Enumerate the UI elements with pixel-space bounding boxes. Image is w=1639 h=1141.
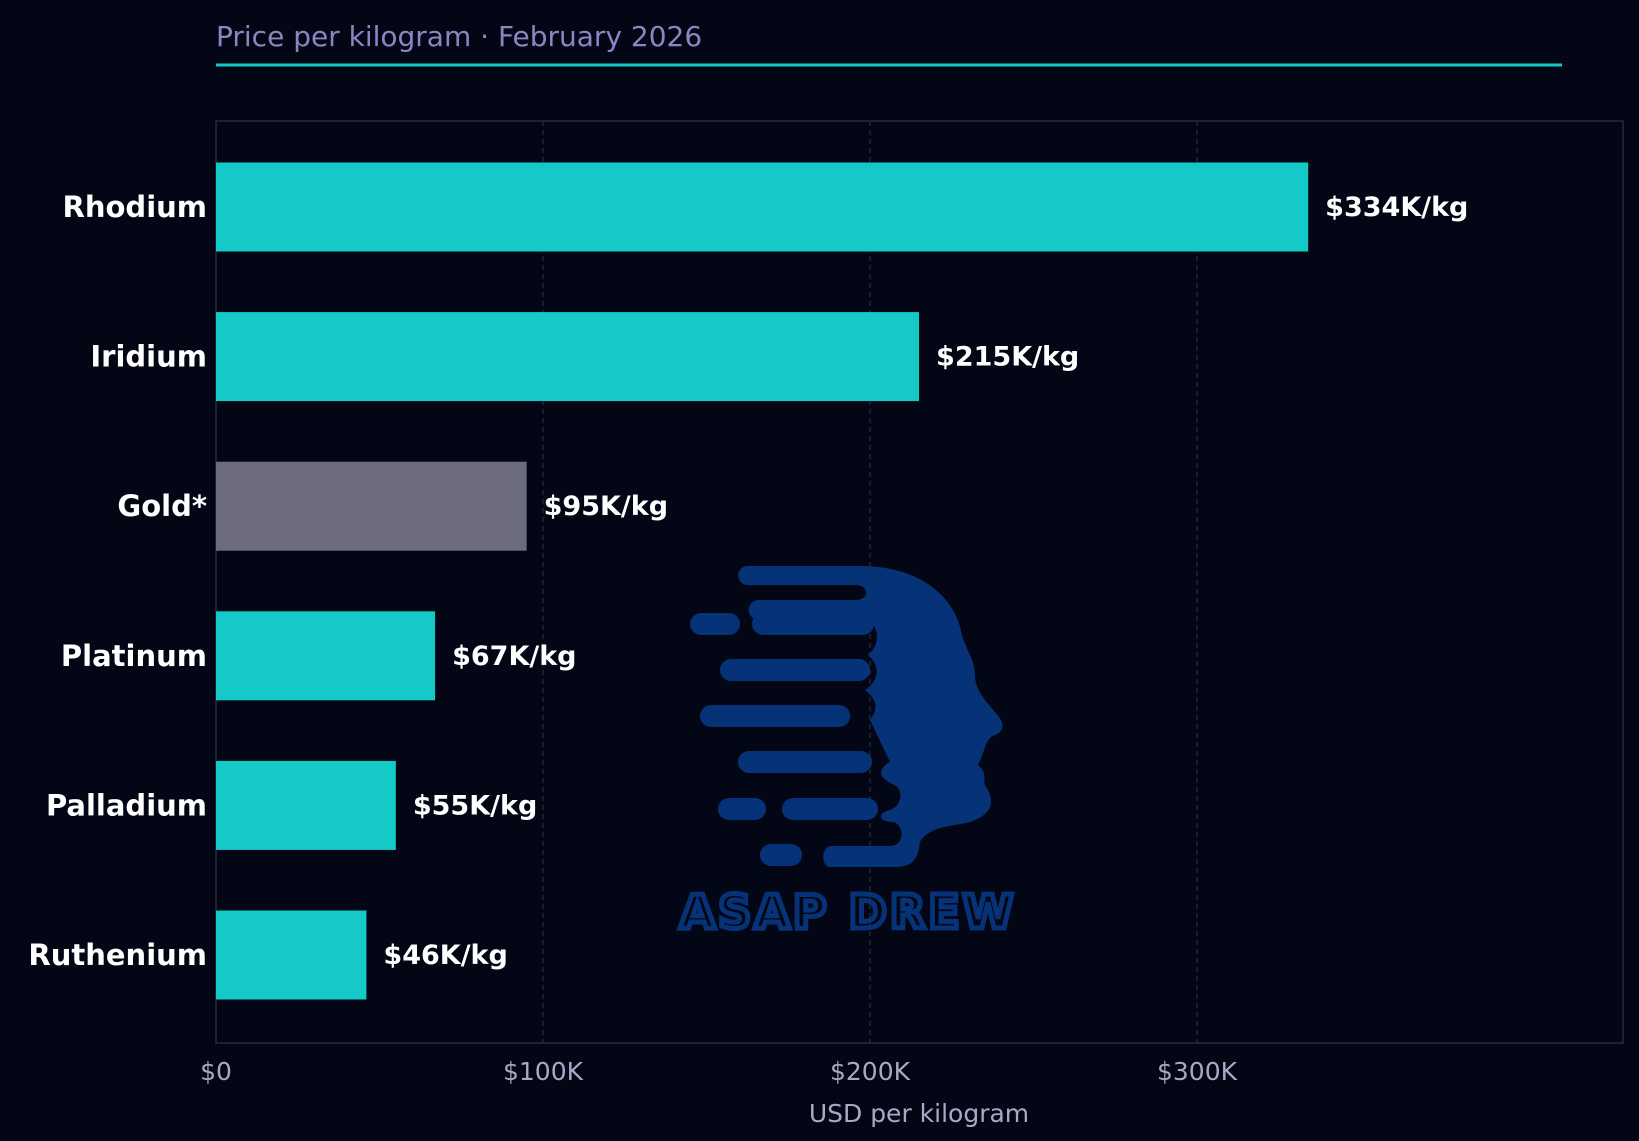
value-label: $67K/kg — [452, 641, 576, 672]
chart-title: Price per kilogram · February 2026 — [216, 20, 702, 53]
watermark-logo: ASAP DREW — [677, 566, 1017, 942]
bar — [216, 611, 436, 701]
x-tick-label: $300K — [1157, 1057, 1238, 1086]
x-tick-label: $100K — [503, 1057, 584, 1086]
x-axis-ticks: $0 $100K $200K $300K — [200, 1057, 1238, 1086]
bar — [216, 910, 367, 1000]
value-label: $95K/kg — [544, 491, 668, 522]
watermark-text: ASAP DREW — [680, 885, 1017, 939]
category-label: Iridium — [90, 340, 207, 374]
bar — [216, 461, 527, 551]
plot-frame — [215, 120, 1624, 1044]
bars: Rhodium $334K/kg Iridium $215K/kg Gold* $95K/… — [28, 162, 1468, 1000]
category-label: Ruthenium — [28, 938, 207, 972]
category-label: Platinum — [61, 639, 207, 673]
bar — [216, 760, 396, 850]
category-label: Gold* — [117, 489, 207, 523]
value-label: $55K/kg — [413, 790, 537, 821]
bar — [216, 312, 920, 402]
x-axis-title: USD per kilogram — [809, 1099, 1029, 1128]
category-label: Palladium — [46, 788, 207, 822]
head-profile-icon — [690, 566, 1003, 867]
value-label: $334K/kg — [1325, 192, 1468, 223]
x-tick-label: $200K — [830, 1057, 911, 1086]
category-label: Rhodium — [63, 190, 207, 224]
value-label: $215K/kg — [936, 342, 1079, 373]
bar — [216, 162, 1309, 252]
x-tick-label: $0 — [200, 1057, 232, 1086]
value-label: $46K/kg — [383, 940, 507, 971]
